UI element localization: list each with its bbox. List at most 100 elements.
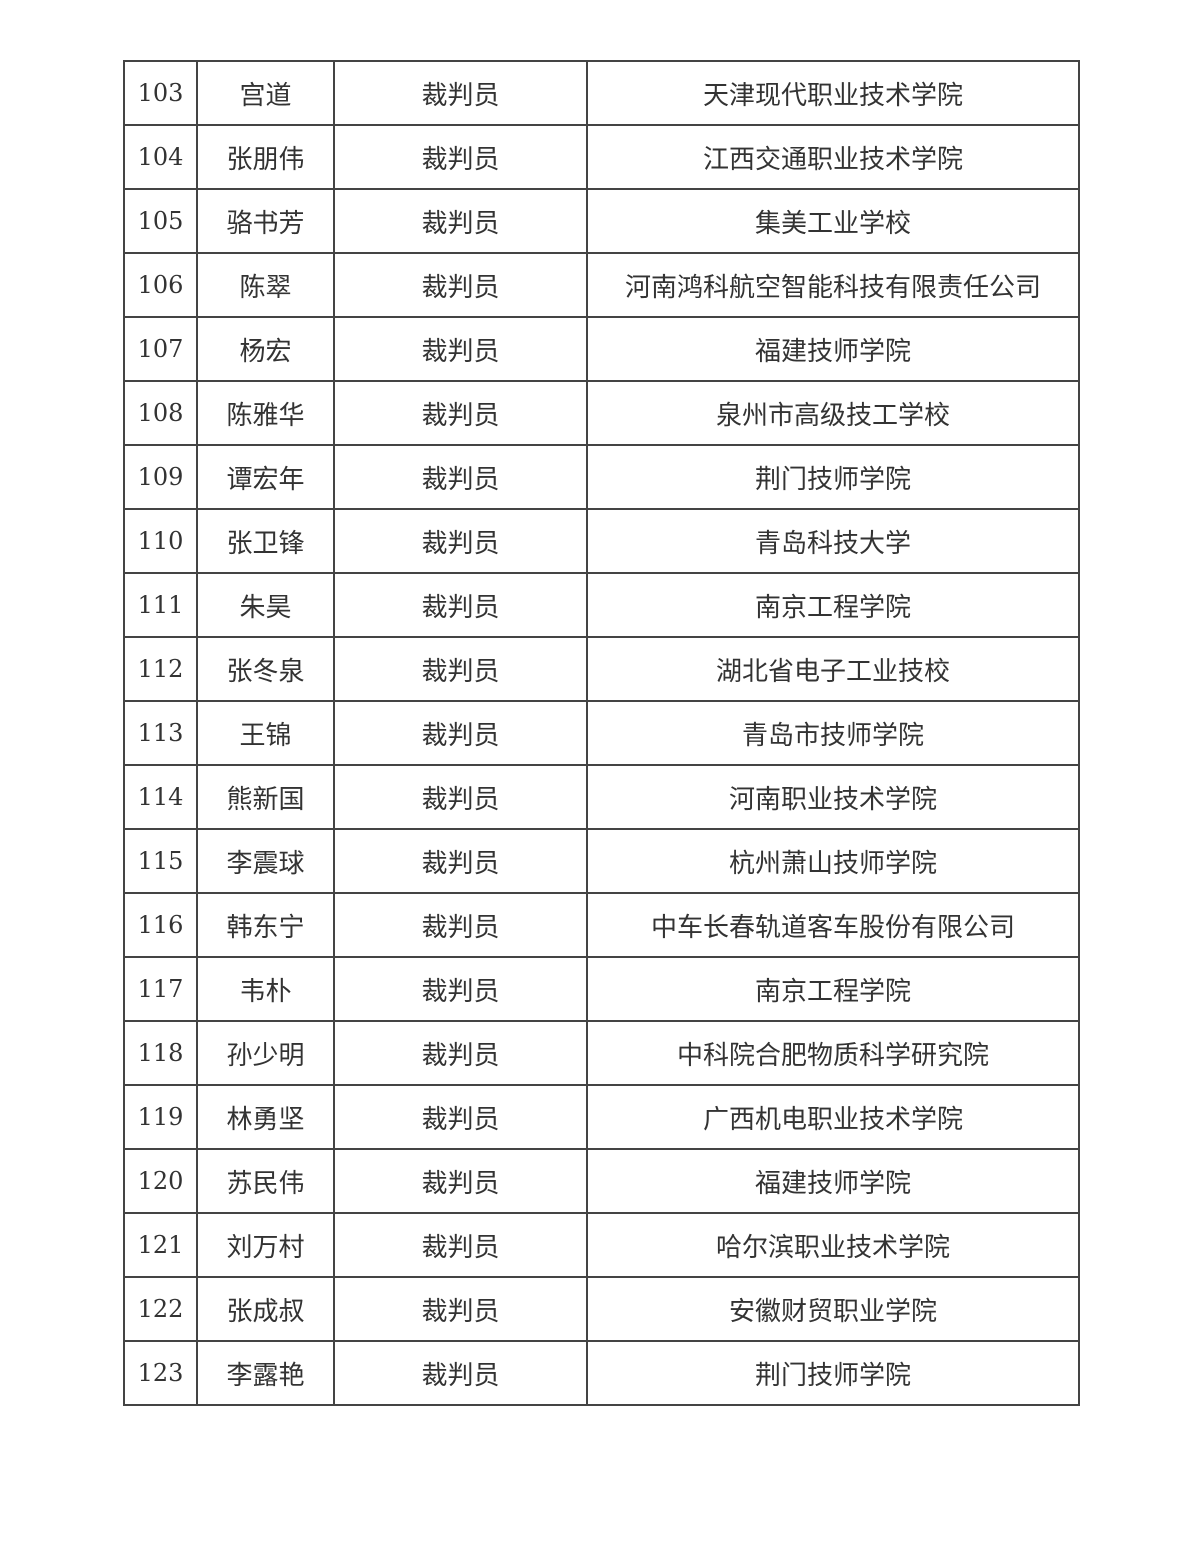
cell-name: 李震球: [196, 828, 335, 894]
table-row: 104 张朋伟 裁判员 江西交通职业技术学院: [123, 124, 1080, 190]
cell-organization: 福建技师学院: [586, 316, 1080, 382]
cell-role: 裁判员: [333, 60, 588, 126]
cell-organization: 天津现代职业技术学院: [586, 60, 1080, 126]
cell-number: 111: [123, 572, 198, 638]
table-row: 105 骆书芳 裁判员 集美工业学校: [123, 188, 1080, 254]
table-row: 111 朱昊 裁判员 南京工程学院: [123, 572, 1080, 638]
table-row: 114 熊新国 裁判员 河南职业技术学院: [123, 764, 1080, 830]
table-row: 108 陈雅华 裁判员 泉州市高级技工学校: [123, 380, 1080, 446]
table-row: 117 韦朴 裁判员 南京工程学院: [123, 956, 1080, 1022]
cell-name: 韦朴: [196, 956, 335, 1022]
cell-organization: 广西机电职业技术学院: [586, 1084, 1080, 1150]
table-row: 119 林勇坚 裁判员 广西机电职业技术学院: [123, 1084, 1080, 1150]
table-row: 115 李震球 裁判员 杭州萧山技师学院: [123, 828, 1080, 894]
cell-name: 朱昊: [196, 572, 335, 638]
cell-number: 115: [123, 828, 198, 894]
cell-number: 104: [123, 124, 198, 190]
cell-role: 裁判员: [333, 1340, 588, 1406]
cell-organization: 河南职业技术学院: [586, 764, 1080, 830]
cell-organization: 福建技师学院: [586, 1148, 1080, 1214]
cell-organization: 青岛科技大学: [586, 508, 1080, 574]
cell-role: 裁判员: [333, 444, 588, 510]
cell-number: 105: [123, 188, 198, 254]
cell-name: 陈雅华: [196, 380, 335, 446]
cell-name: 张冬泉: [196, 636, 335, 702]
cell-role: 裁判员: [333, 700, 588, 766]
cell-role: 裁判员: [333, 636, 588, 702]
cell-name: 杨宏: [196, 316, 335, 382]
table-row: 107 杨宏 裁判员 福建技师学院: [123, 316, 1080, 382]
cell-organization: 荆门技师学院: [586, 1340, 1080, 1406]
cell-role: 裁判员: [333, 764, 588, 830]
cell-role: 裁判员: [333, 1020, 588, 1086]
table-row: 116 韩东宁 裁判员 中车长春轨道客车股份有限公司: [123, 892, 1080, 958]
cell-name: 林勇坚: [196, 1084, 335, 1150]
cell-number: 118: [123, 1020, 198, 1086]
cell-organization: 集美工业学校: [586, 188, 1080, 254]
cell-name: 张朋伟: [196, 124, 335, 190]
cell-organization: 泉州市高级技工学校: [586, 380, 1080, 446]
table-row: 109 谭宏年 裁判员 荆门技师学院: [123, 444, 1080, 510]
cell-number: 109: [123, 444, 198, 510]
cell-number: 117: [123, 956, 198, 1022]
cell-role: 裁判员: [333, 508, 588, 574]
cell-organization: 南京工程学院: [586, 572, 1080, 638]
cell-name: 张成叔: [196, 1276, 335, 1342]
cell-name: 熊新国: [196, 764, 335, 830]
cell-name: 骆书芳: [196, 188, 335, 254]
cell-organization: 安徽财贸职业学院: [586, 1276, 1080, 1342]
cell-role: 裁判员: [333, 188, 588, 254]
cell-number: 119: [123, 1084, 198, 1150]
cell-role: 裁判员: [333, 1276, 588, 1342]
cell-number: 112: [123, 636, 198, 702]
cell-number: 107: [123, 316, 198, 382]
cell-name: 王锦: [196, 700, 335, 766]
cell-name: 苏民伟: [196, 1148, 335, 1214]
cell-organization: 湖北省电子工业技校: [586, 636, 1080, 702]
cell-role: 裁判员: [333, 252, 588, 318]
cell-number: 110: [123, 508, 198, 574]
table-row: 103 宫道 裁判员 天津现代职业技术学院: [123, 60, 1080, 126]
table-row: 106 陈翠 裁判员 河南鸿科航空智能科技有限责任公司: [123, 252, 1080, 318]
cell-number: 120: [123, 1148, 198, 1214]
cell-organization: 青岛市技师学院: [586, 700, 1080, 766]
cell-number: 106: [123, 252, 198, 318]
cell-name: 张卫锋: [196, 508, 335, 574]
cell-name: 李露艳: [196, 1340, 335, 1406]
table-row: 120 苏民伟 裁判员 福建技师学院: [123, 1148, 1080, 1214]
cell-organization: 河南鸿科航空智能科技有限责任公司: [586, 252, 1080, 318]
cell-role: 裁判员: [333, 124, 588, 190]
cell-number: 122: [123, 1276, 198, 1342]
cell-role: 裁判员: [333, 828, 588, 894]
cell-role: 裁判员: [333, 1148, 588, 1214]
cell-role: 裁判员: [333, 1212, 588, 1278]
cell-role: 裁判员: [333, 316, 588, 382]
cell-number: 108: [123, 380, 198, 446]
table-row: 122 张成叔 裁判员 安徽财贸职业学院: [123, 1276, 1080, 1342]
cell-role: 裁判员: [333, 1084, 588, 1150]
cell-name: 韩东宁: [196, 892, 335, 958]
cell-number: 123: [123, 1340, 198, 1406]
cell-name: 刘万村: [196, 1212, 335, 1278]
cell-number: 113: [123, 700, 198, 766]
cell-role: 裁判员: [333, 380, 588, 446]
cell-number: 103: [123, 60, 198, 126]
cell-organization: 杭州萧山技师学院: [586, 828, 1080, 894]
table-row: 123 李露艳 裁判员 荆门技师学院: [123, 1340, 1080, 1406]
cell-name: 谭宏年: [196, 444, 335, 510]
cell-organization: 哈尔滨职业技术学院: [586, 1212, 1080, 1278]
cell-name: 陈翠: [196, 252, 335, 318]
table-row: 113 王锦 裁判员 青岛市技师学院: [123, 700, 1080, 766]
cell-role: 裁判员: [333, 892, 588, 958]
cell-organization: 荆门技师学院: [586, 444, 1080, 510]
cell-number: 121: [123, 1212, 198, 1278]
table-row: 110 张卫锋 裁判员 青岛科技大学: [123, 508, 1080, 574]
table-row: 112 张冬泉 裁判员 湖北省电子工业技校: [123, 636, 1080, 702]
cell-organization: 江西交通职业技术学院: [586, 124, 1080, 190]
cell-organization: 中科院合肥物质科学研究院: [586, 1020, 1080, 1086]
cell-name: 孙少明: [196, 1020, 335, 1086]
cell-name: 宫道: [196, 60, 335, 126]
table-row: 118 孙少明 裁判员 中科院合肥物质科学研究院: [123, 1020, 1080, 1086]
cell-number: 116: [123, 892, 198, 958]
table-row: 121 刘万村 裁判员 哈尔滨职业技术学院: [123, 1212, 1080, 1278]
